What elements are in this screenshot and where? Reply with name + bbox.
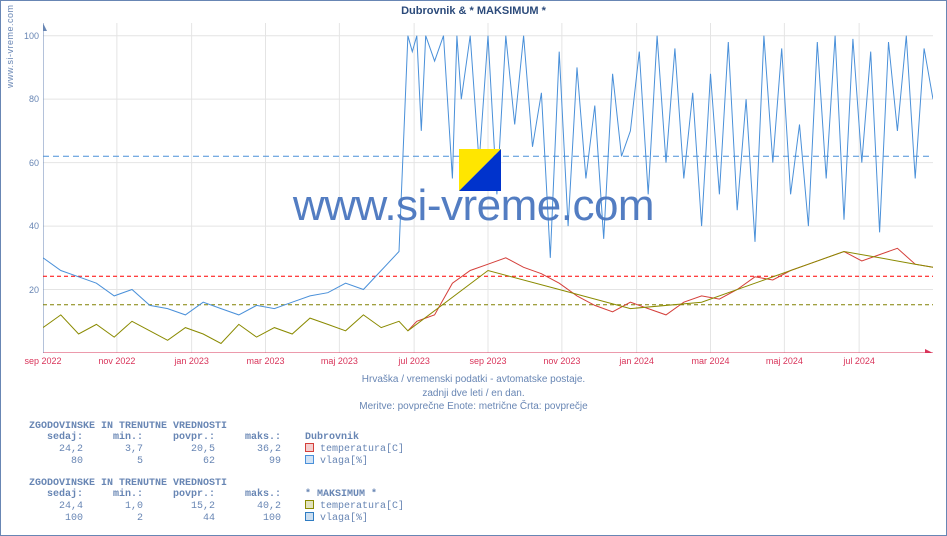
x-tick-label: sep 2023 [469, 356, 506, 366]
table-row: 100 2 44 100 vlaga[%] [29, 512, 404, 524]
x-tick-label: jan 2024 [619, 356, 654, 366]
legend-swatch [305, 500, 314, 509]
table-header: sedaj: min.: povpr.: maks.: * MAKSIMUM * [29, 489, 404, 500]
subtitle-2: zadnji dve leti / en dan. [422, 388, 524, 399]
table-spacer [29, 467, 404, 478]
y-tick-label: 100 [21, 31, 39, 41]
side-url-label: www.si-vreme.com [5, 4, 15, 88]
x-tick-label: mar 2024 [691, 356, 729, 366]
x-tick-label: nov 2022 [98, 356, 135, 366]
table-row: 80 5 62 99 vlaga[%] [29, 455, 404, 467]
stats-tables: ZGODOVINSKE IN TRENUTNE VREDNOSTI sedaj:… [29, 421, 404, 524]
watermark-text: www.si-vreme.com [293, 181, 654, 231]
table-title: ZGODOVINSKE IN TRENUTNE VREDNOSTI [29, 421, 404, 432]
y-tick-label: 40 [21, 221, 39, 231]
y-tick-label: 80 [21, 94, 39, 104]
y-tick-label: 60 [21, 158, 39, 168]
table-header: sedaj: min.: povpr.: maks.: Dubrovnik [29, 432, 404, 443]
table-row: 24,4 1,0 15,2 40,2 temperatura[C] [29, 500, 404, 512]
table-title: ZGODOVINSKE IN TRENUTNE VREDNOSTI [29, 478, 404, 489]
x-axis-labels: sep 2022nov 2022jan 2023mar 2023maj 2023… [43, 356, 933, 370]
x-tick-label: nov 2023 [543, 356, 580, 366]
chart-frame: www.si-vreme.com Dubrovnik & * MAKSIMUM … [0, 0, 947, 536]
table-row: 24,2 3,7 20,5 36,2 temperatura[C] [29, 443, 404, 455]
legend-swatch [305, 443, 314, 452]
x-tick-label: maj 2023 [321, 356, 358, 366]
x-tick-label: mar 2023 [246, 356, 284, 366]
x-tick-label: maj 2024 [766, 356, 803, 366]
x-tick-label: sep 2022 [24, 356, 61, 366]
x-tick-label: jul 2024 [843, 356, 875, 366]
x-tick-label: jan 2023 [174, 356, 209, 366]
x-tick-label: jul 2023 [398, 356, 430, 366]
chart-title: Dubrovnik & * MAKSIMUM * [1, 5, 946, 17]
y-tick-label: 20 [21, 285, 39, 295]
subtitle-3: Meritve: povprečne Enote: metrične Črta:… [359, 401, 587, 412]
legend-swatch [305, 512, 314, 521]
chart-subtitles: Hrvaška / vremenski podatki - avtomatske… [1, 373, 946, 414]
legend-swatch [305, 455, 314, 464]
subtitle-1: Hrvaška / vremenski podatki - avtomatske… [362, 374, 585, 385]
